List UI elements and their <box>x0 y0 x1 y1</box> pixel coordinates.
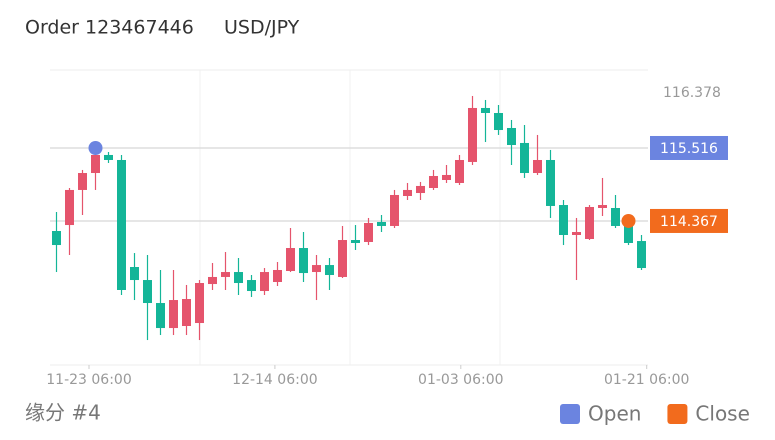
candle-body <box>234 272 243 284</box>
candle-body <box>637 241 646 269</box>
candle-body <box>611 208 620 226</box>
candle-body <box>559 205 568 235</box>
candle-body <box>533 159 542 174</box>
candle-body <box>156 303 165 329</box>
candle-body <box>520 142 529 174</box>
candle-body <box>507 127 516 146</box>
candle-body <box>624 225 633 243</box>
candle-body <box>546 159 555 206</box>
candle-body <box>481 107 490 113</box>
candle-body <box>299 248 308 274</box>
candle-body <box>286 248 295 272</box>
candle-body <box>65 189 74 226</box>
legend-label: Close <box>695 402 749 426</box>
candle-body <box>325 265 334 276</box>
candle-body <box>572 232 581 235</box>
x-tick-label: 11-23 06:00 <box>46 372 131 388</box>
candle-body <box>52 230 61 246</box>
candle-body <box>468 107 477 162</box>
candle-body <box>312 265 321 273</box>
candle-body <box>91 154 100 174</box>
candle-body <box>585 206 594 239</box>
legend-label: Open <box>588 402 641 426</box>
candle-body <box>416 185 425 194</box>
price-label-box <box>650 208 728 233</box>
candle-body <box>169 300 178 329</box>
x-tick-label: 01-03 06:00 <box>418 372 503 388</box>
candle-body <box>117 159 126 290</box>
chart-subtitle: USD/JPY <box>224 17 300 39</box>
footer: 缘分 #4 <box>25 401 101 425</box>
candle-body <box>104 154 113 160</box>
legend-swatch <box>667 404 688 424</box>
x-tick-label: 12-14 06:00 <box>232 372 317 388</box>
candle-body <box>195 283 204 324</box>
candle-body <box>364 222 373 242</box>
candle-body <box>182 299 191 327</box>
candle-body <box>403 189 412 197</box>
candle-body <box>247 280 256 292</box>
candle-body <box>208 276 217 285</box>
candle-body <box>78 173 87 190</box>
chart-title: Order 123467446 <box>25 17 194 39</box>
candle-body <box>143 280 152 304</box>
x-tick-label: 01-21 06:00 <box>604 372 689 388</box>
candle-body <box>390 194 399 226</box>
candle-body <box>221 272 230 277</box>
candle-body <box>273 269 282 282</box>
price-label: 114.367 <box>660 214 718 230</box>
candle-body <box>260 272 269 292</box>
candle-body <box>429 175 438 188</box>
y-tick-label: 116.378 <box>663 85 721 101</box>
candle-body <box>377 221 386 226</box>
candle-body <box>130 267 139 281</box>
candle-body <box>351 240 360 243</box>
price-label: 115.516 <box>660 141 718 157</box>
price-marker <box>621 213 636 228</box>
legend-swatch <box>560 404 580 424</box>
candle-body <box>455 159 464 183</box>
candle-body <box>598 205 607 209</box>
candle-body <box>338 240 347 277</box>
price-label-box <box>650 135 728 160</box>
candle-body <box>442 174 451 180</box>
price-marker <box>88 140 103 155</box>
candle-body <box>494 112 503 131</box>
